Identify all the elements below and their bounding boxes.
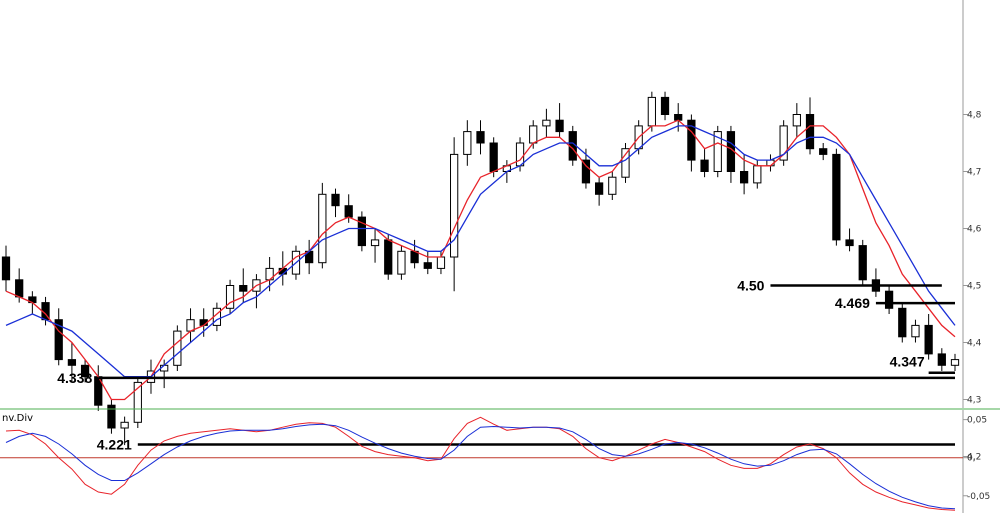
candle-bull [529, 125, 538, 144]
candle-bull [647, 96, 656, 127]
moving-average-lines [5, 119, 956, 401]
candle-bull [713, 131, 722, 173]
candle-bear [924, 324, 933, 355]
price-tick-label: 4,4 [967, 339, 982, 349]
oscillator-panel: nv.Div 0,05 0, -0,05 [0, 410, 990, 513]
candle-bear [344, 205, 353, 218]
level-label: 4.50 [737, 278, 764, 294]
candle-bear [357, 216, 366, 247]
level-label: 4.469 [835, 295, 870, 311]
candle-bear [331, 193, 340, 207]
candle-bull [911, 324, 920, 338]
candle-bear [687, 119, 696, 161]
candle-bear [67, 359, 77, 366]
candle-bull [621, 148, 630, 178]
level-label: 4.221 [97, 437, 132, 453]
price-tick-label: 4,3 [967, 396, 981, 406]
candle-bear [898, 307, 907, 338]
level-label: 4.347 [890, 354, 925, 370]
candle-bull [370, 239, 380, 247]
candle-bear [555, 119, 564, 133]
candle-bear [476, 131, 485, 144]
candle-bull [950, 359, 960, 366]
oscillator-tick-label: -0,05 [967, 492, 990, 502]
candle-bear [660, 96, 670, 116]
candle-bear [384, 239, 393, 275]
candles [1, 91, 960, 446]
candle-bear [595, 182, 604, 195]
price-axis-ticks: 4,2 4,3 4,4 4,5 4,6 4,7 4,8 [963, 111, 982, 463]
candle-bear [937, 353, 946, 366]
candle-bull [753, 165, 762, 184]
candle-bear [423, 262, 432, 269]
moving-average-line-2 [5, 125, 956, 378]
oscillator-title: nv.Div [2, 413, 33, 424]
candle-bull [397, 250, 406, 275]
candle-bear [15, 279, 24, 298]
main-price-panel: 4,2 4,3 4,4 4,5 4,6 4,7 4,8 4.338 4.221 4.50 4.46… [1, 0, 982, 463]
price-tick-label: 4,2 [967, 453, 981, 463]
candle-bear [884, 290, 894, 309]
candle-bear [739, 171, 749, 184]
oscillator-tick-label: 0, [967, 454, 976, 464]
level-label: 4.338 [57, 370, 92, 386]
candle-bull [515, 142, 525, 167]
candle-bull [463, 131, 472, 155]
candle-bull [792, 114, 801, 127]
oscillator-line-1 [5, 416, 956, 511]
candle-bear [858, 245, 867, 281]
candle-bull [133, 381, 142, 423]
candle-bear [700, 159, 709, 173]
candle-bear [674, 114, 683, 121]
candle-bull [318, 193, 327, 264]
candle-bull [120, 421, 129, 429]
price-tick-label: 4,7 [967, 168, 981, 178]
candle-bull [173, 330, 182, 366]
oscillator-axis-ticks: 0,05 0, -0,05 [963, 416, 990, 502]
oscillator-lines [0, 416, 963, 511]
candle-bull [436, 256, 446, 269]
candle-bear [489, 142, 498, 172]
candle-bull [225, 285, 235, 309]
moving-average-line-1 [5, 119, 956, 401]
candle-bear [107, 404, 116, 429]
candle-bear [845, 239, 854, 247]
price-tick-label: 4,6 [967, 225, 982, 235]
price-tick-label: 4,5 [967, 282, 981, 292]
candle-bear [54, 319, 63, 361]
candle-bear [581, 159, 591, 184]
candle-bull [608, 176, 617, 195]
candle-bull [450, 153, 459, 258]
candle-bear [1, 256, 11, 281]
oscillator-tick-label: 0,05 [967, 416, 987, 426]
candle-bull [542, 119, 551, 127]
candle-bear [805, 114, 815, 150]
price-tick-label: 4,8 [967, 111, 982, 121]
candle-bull [779, 125, 788, 161]
candle-bear [80, 364, 90, 378]
candle-bear [819, 148, 828, 155]
support-resistance-levels: 4.338 4.221 4.50 4.469 4.347 [57, 278, 955, 453]
candle-bear [239, 285, 248, 292]
candle-bear [832, 153, 841, 241]
oscillator-line-2 [5, 423, 956, 510]
